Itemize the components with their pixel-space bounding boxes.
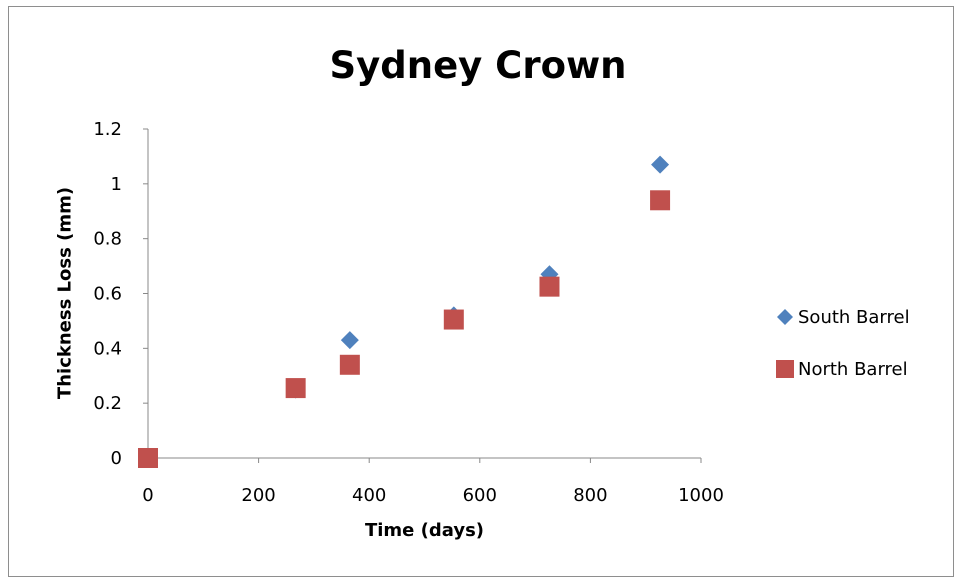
x-tick-label: 1000 [678, 485, 724, 506]
y-axis-label: Thickness Loss (mm) [54, 186, 76, 400]
x-tick-label: 800 [573, 485, 607, 506]
tick-labels: 0 0.2 0.4 0.6 0.8 1 1.2 0 200 400 600 800 1000 [93, 119, 724, 506]
legend-label-north-barrel: North Barrel [798, 358, 908, 380]
y-tick-label: 0.4 [93, 338, 122, 359]
legend-item-north-barrel: North Barrel [774, 355, 910, 383]
x-tick-label: 600 [463, 485, 497, 506]
y-tick-label: 0 [111, 448, 122, 469]
chart-frame [8, 6, 954, 577]
legend-north-marker [776, 360, 794, 378]
y-tick-label: 0.8 [93, 229, 122, 250]
data-point-south-barrel [651, 155, 670, 174]
data-points [138, 155, 671, 468]
legend-label-south-barrel: South Barrel [798, 306, 910, 328]
data-point-north-barrel [339, 354, 360, 375]
data-point-north-barrel [650, 190, 671, 211]
legend-south-marker [777, 309, 793, 325]
x-tick-label: 400 [352, 485, 386, 506]
y-tick-label: 1 [111, 174, 122, 195]
data-point-north-barrel [443, 309, 464, 330]
square-marker-icon [774, 358, 796, 380]
y-tick-label: 1.2 [93, 119, 122, 140]
data-point-north-barrel [539, 276, 560, 297]
axes [143, 128, 702, 463]
legend: South Barrel North Barrel [774, 303, 910, 407]
x-axis-label: Time (days) [364, 520, 485, 541]
chart-title: Sydney Crown [329, 44, 627, 87]
data-point-north-barrel [138, 448, 158, 468]
y-tick-label: 0.6 [93, 284, 122, 305]
x-tick-label: 0 [142, 485, 153, 506]
diamond-marker-icon [774, 306, 796, 328]
data-point-north-barrel [285, 378, 306, 399]
y-tick-label: 0.2 [93, 393, 122, 414]
data-point-south-barrel [340, 331, 359, 350]
x-tick-label: 200 [241, 485, 275, 506]
legend-item-south-barrel: South Barrel [774, 303, 910, 331]
